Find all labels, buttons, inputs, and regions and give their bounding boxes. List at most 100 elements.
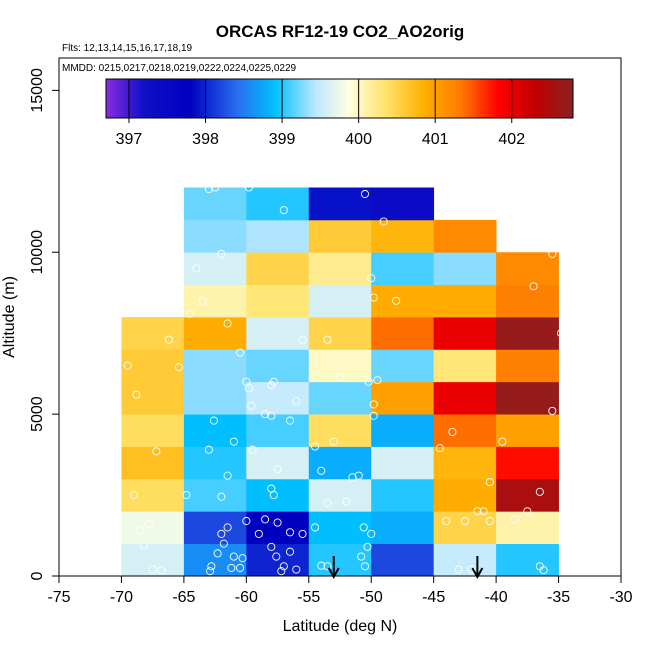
sample-point [229,552,238,561]
sample-point [242,377,251,386]
sample-point [360,562,370,571]
heatmap-cell [183,219,247,253]
heatmap-cell [496,349,559,383]
sample-point [209,416,218,425]
sample-point [223,319,232,328]
y-axis-label: Altitude (m) [1,276,18,358]
sample-point [244,183,253,192]
arrow-marker [327,556,340,580]
sample-point [285,547,295,556]
y-tick-label: 10000 [29,230,46,275]
sample-point [164,335,173,344]
sample-point [174,363,183,372]
sample-point [392,296,401,305]
heatmap-cell [121,543,185,577]
sample-point [273,518,282,527]
colorbar-tick-label: 401 [422,131,449,148]
heatmap-cell [246,349,310,383]
heatmap-cell [308,414,372,447]
sample-point [247,401,256,411]
sample-point [204,445,213,454]
sample-point [535,487,544,496]
sample-point [354,471,363,480]
heatmap-cell [496,446,559,480]
heatmap-cell [496,414,559,447]
heatmap-cell [246,219,310,253]
heatmap-cell [433,511,497,545]
sample-point [510,515,519,524]
heatmap-cell [371,543,435,577]
x-tick-label: -55 [297,589,320,606]
sample-points [123,183,566,576]
sample-point [198,296,207,305]
colorbar-tick-label: 398 [192,131,219,148]
heatmap-cell [121,414,185,447]
heatmap-cell [183,511,247,545]
heatmap-cell [371,252,435,286]
sample-point [329,437,338,446]
sample-point [323,335,332,344]
heatmap-cell [433,478,497,512]
heatmap-cells [121,187,559,577]
sample-point [298,335,307,344]
heatmap-cell [121,478,185,512]
sample-point [248,445,257,454]
heatmap-cell [433,349,497,383]
sample-point [157,566,166,575]
sample-point [204,185,213,194]
sample-point [206,567,215,576]
heatmap-cell [371,381,435,415]
heatmap-cell [496,478,559,512]
sample-point [359,523,368,532]
sample-point [254,529,263,538]
heatmap-cell [246,414,310,447]
heatmap-cell [371,414,435,447]
sample-point [219,539,228,548]
sample-point [279,562,288,571]
heatmap-cell [308,381,372,415]
heatmap-cell [246,511,310,545]
sample-point [217,529,226,538]
heatmap-cell [496,543,559,577]
sample-point [310,523,320,532]
sample-point [373,376,382,385]
sample-point [485,478,494,487]
sample-point [473,507,482,516]
heatmap-cell [433,284,497,318]
sample-point [285,528,295,537]
y-tick-label: 0 [29,571,46,580]
sample-point [435,444,444,453]
x-tick-label: -40 [485,589,508,606]
sample-point [223,471,232,480]
x-tick-label: -75 [47,589,70,606]
heatmap-cell [371,511,435,545]
heatmap-cell [433,543,497,577]
heatmap-cell [246,252,310,286]
sample-point [213,549,222,558]
sample-point [298,529,307,538]
heatmap-cell [308,349,372,383]
heatmap-cell [371,317,435,350]
sample-point [442,516,451,526]
heatmap-cell [496,252,559,286]
heatmap-cell [246,284,310,318]
x-tick-label: -35 [547,589,570,606]
x-tick-label: -45 [422,589,445,606]
sample-point [236,563,245,572]
sample-point [448,427,457,436]
sample-point [273,465,282,474]
colorbar-tick-label: 397 [116,131,143,148]
x-tick-label: -60 [235,589,258,606]
plot-frame [58,57,622,577]
sample-point [292,397,301,406]
sample-point [261,410,270,419]
x-tick-label: -30 [609,589,632,606]
sample-point [217,249,226,258]
sample-point [529,282,538,291]
heatmap-cell [371,349,435,383]
sample-point [242,516,251,526]
chart-title: ORCAS RF12-19 CO2_AO2orig [216,22,464,41]
x-axis: -75 -70 -65 -60 -55 -50 -45 -40 -35 -30 [47,576,633,606]
heatmap-cell [183,187,247,221]
